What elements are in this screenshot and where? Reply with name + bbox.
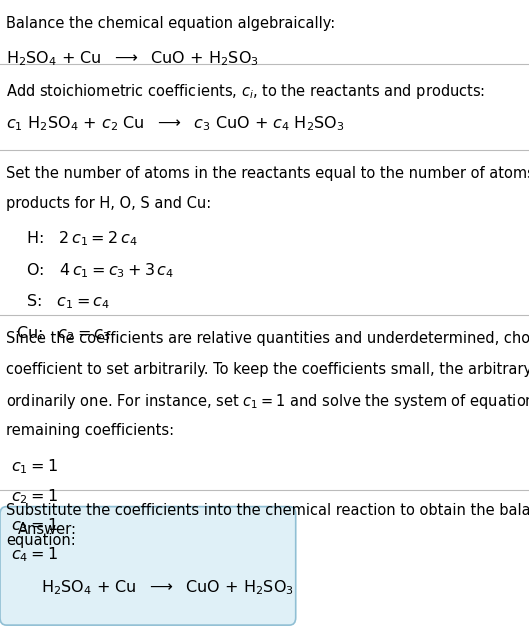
- Text: Balance the chemical equation algebraically:: Balance the chemical equation algebraica…: [6, 16, 335, 31]
- Text: Set the number of atoms in the reactants equal to the number of atoms in the: Set the number of atoms in the reactants…: [6, 166, 529, 181]
- FancyBboxPatch shape: [0, 507, 296, 625]
- Text: Answer:: Answer:: [18, 522, 77, 537]
- Text: Cu:   $c_2 = c_3$: Cu: $c_2 = c_3$: [16, 324, 111, 343]
- Text: Add stoichiometric coefficients, $c_i$, to the reactants and products:: Add stoichiometric coefficients, $c_i$, …: [6, 82, 486, 100]
- Text: $c_2 = 1$: $c_2 = 1$: [11, 487, 57, 505]
- Text: $c_4 = 1$: $c_4 = 1$: [11, 545, 57, 564]
- Text: H$_2$SO$_4$ + Cu  $\longrightarrow$  CuO + H$_2$SO$_3$: H$_2$SO$_4$ + Cu $\longrightarrow$ CuO +…: [41, 578, 294, 597]
- Text: remaining coefficients:: remaining coefficients:: [6, 423, 175, 438]
- Text: equation:: equation:: [6, 534, 76, 549]
- Text: $c_1$ H$_2$SO$_4$ + $c_2$ Cu  $\longrightarrow$  $c_3$ CuO + $c_4$ H$_2$SO$_3$: $c_1$ H$_2$SO$_4$ + $c_2$ Cu $\longright…: [6, 115, 345, 134]
- Text: O:   $4\,c_1 = c_3 + 3\,c_4$: O: $4\,c_1 = c_3 + 3\,c_4$: [26, 261, 175, 280]
- Text: H$_2$SO$_4$ + Cu  $\longrightarrow$  CuO + H$_2$SO$_3$: H$_2$SO$_4$ + Cu $\longrightarrow$ CuO +…: [6, 49, 259, 68]
- Text: products for H, O, S and Cu:: products for H, O, S and Cu:: [6, 196, 212, 211]
- Text: Since the coefficients are relative quantities and underdetermined, choose a: Since the coefficients are relative quan…: [6, 331, 529, 346]
- Text: ordinarily one. For instance, set $c_1 = 1$ and solve the system of equations fo: ordinarily one. For instance, set $c_1 =…: [6, 393, 529, 411]
- Text: coefficient to set arbitrarily. To keep the coefficients small, the arbitrary va: coefficient to set arbitrarily. To keep …: [6, 362, 529, 377]
- Text: $c_3 = 1$: $c_3 = 1$: [11, 516, 57, 535]
- Text: H:   $2\,c_1 = 2\,c_4$: H: $2\,c_1 = 2\,c_4$: [26, 229, 138, 248]
- Text: Substitute the coefficients into the chemical reaction to obtain the balanced: Substitute the coefficients into the che…: [6, 503, 529, 518]
- Text: $c_1 = 1$: $c_1 = 1$: [11, 458, 57, 477]
- Text: S:   $c_1 = c_4$: S: $c_1 = c_4$: [26, 292, 111, 311]
